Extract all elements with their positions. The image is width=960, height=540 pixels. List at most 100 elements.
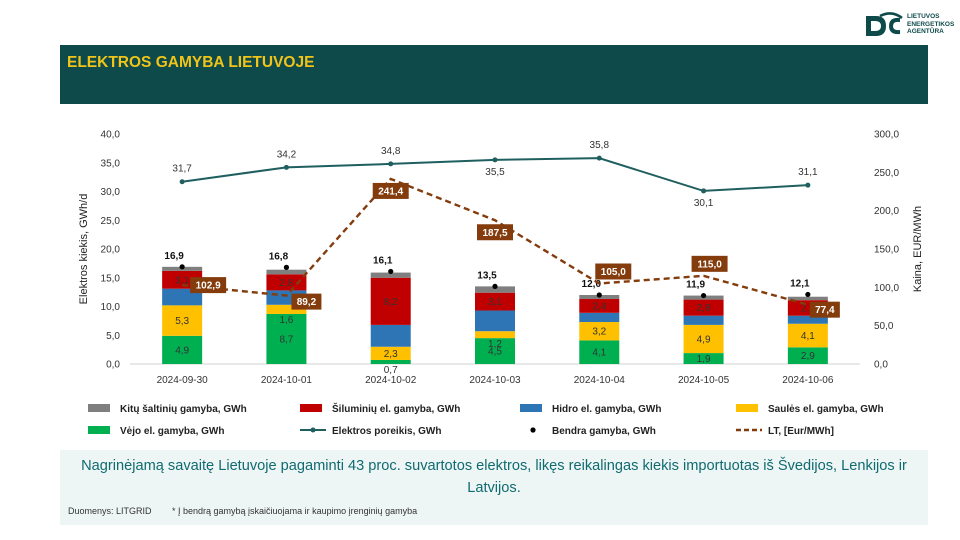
legend-label-price: LT, [Eur/MWh] bbox=[768, 426, 834, 437]
price-label: 241,4 bbox=[378, 186, 403, 197]
x-tick-label: 2024-10-03 bbox=[469, 375, 521, 386]
bar-label-wind: 0,7 bbox=[384, 365, 398, 376]
y2-tick-label: 50,0 bbox=[874, 321, 894, 332]
legend-label-demand: Elektros poreikis, GWh bbox=[332, 426, 441, 437]
bar-other bbox=[475, 286, 515, 293]
price-label: 89,2 bbox=[297, 297, 317, 308]
legend-swatch-solar bbox=[736, 404, 758, 412]
bar-label-thermal: 2,8 bbox=[697, 303, 711, 314]
demand-label: 34,8 bbox=[381, 146, 401, 157]
y2-tick-label: 0,0 bbox=[874, 360, 888, 371]
total-label: 16,8 bbox=[269, 251, 289, 262]
bar-label-thermal: 8,2 bbox=[384, 297, 398, 308]
price-label: 105,0 bbox=[601, 267, 626, 278]
demand-marker bbox=[805, 182, 811, 188]
bar-wind bbox=[579, 340, 620, 364]
bar-wind bbox=[475, 338, 515, 364]
bar-label-wind: 4,1 bbox=[592, 348, 606, 359]
bar-other bbox=[370, 272, 411, 278]
price-label-box bbox=[291, 293, 322, 310]
title-bar bbox=[60, 45, 928, 104]
legend-swatch-thermal bbox=[300, 404, 322, 412]
bar-label-solar: 4,9 bbox=[697, 334, 711, 345]
total-label: 16,1 bbox=[373, 255, 393, 266]
bar-solar bbox=[683, 324, 724, 354]
price-label: 102,9 bbox=[196, 281, 221, 292]
bar-thermal bbox=[579, 299, 620, 313]
bar-thermal bbox=[683, 299, 724, 316]
total-marker bbox=[388, 268, 394, 275]
total-marker bbox=[179, 264, 185, 270]
bar-label-solar: 4,1 bbox=[801, 331, 815, 342]
legend-label-wind: Vėjo el. gamyba, GWh bbox=[120, 426, 224, 437]
demand-label: 34,2 bbox=[277, 149, 297, 160]
total-marker bbox=[700, 292, 707, 299]
total-marker bbox=[283, 264, 290, 270]
y2-tick-label: 150,0 bbox=[874, 245, 899, 256]
footnote: * Į bendrą gamybą įskaičiuojama ir kaupi… bbox=[172, 506, 418, 516]
bar-hydro bbox=[370, 324, 411, 347]
bar-label-wind: 4,5 bbox=[488, 347, 502, 358]
y2-axis-title: Kaina, EUR/MWh bbox=[912, 206, 924, 292]
bar-label-wind: 1,9 bbox=[697, 354, 711, 365]
y2-tick-label: 200,0 bbox=[874, 206, 899, 217]
demand-label: 31,7 bbox=[172, 164, 192, 175]
x-tick-label: 2024-10-05 bbox=[678, 375, 730, 386]
price-label-box bbox=[595, 263, 632, 280]
price-line bbox=[182, 177, 809, 306]
price-label-box bbox=[477, 224, 513, 241]
legend-swatch-other bbox=[88, 404, 110, 412]
bar-solar bbox=[787, 323, 828, 348]
total-marker bbox=[805, 291, 811, 298]
bar-label-thermal: 2,4 bbox=[592, 301, 606, 312]
bar-hydro bbox=[475, 310, 515, 332]
bar-label-solar: 2,3 bbox=[384, 349, 398, 360]
demand-label: 35,8 bbox=[590, 140, 610, 151]
bar-solar bbox=[162, 305, 203, 336]
y-tick-label: 15,0 bbox=[101, 273, 121, 284]
y-tick-label: 5,0 bbox=[106, 331, 120, 342]
demand-label: 35,5 bbox=[485, 167, 505, 178]
bar-solar bbox=[579, 322, 620, 341]
legend-swatch-total bbox=[530, 427, 536, 433]
y-tick-label: 20,0 bbox=[101, 245, 121, 256]
bar-wind bbox=[787, 347, 828, 364]
bar-label-thermal: 3,1 bbox=[488, 297, 502, 308]
x-tick-label: 2024-10-04 bbox=[574, 375, 626, 386]
legend-swatch-wind bbox=[88, 426, 110, 434]
price-label-box bbox=[372, 182, 409, 199]
legend-label-total: Bendra gamyba, GWh bbox=[552, 426, 656, 437]
price-label-box bbox=[190, 277, 227, 294]
bar-label-solar: 5,3 bbox=[175, 316, 189, 327]
page-title: ELEKTROS GAMYBA LIETUVOJE bbox=[67, 54, 315, 71]
total-marker bbox=[596, 292, 602, 298]
chart-area: 0,0 5,0 10,0 15,0 20,0 25,0 30,0 35,0 40,0 0,0 50,… bbox=[60, 104, 928, 450]
total-label: 16,9 bbox=[164, 251, 184, 262]
x-tick-label: 2024-09-30 bbox=[157, 375, 209, 386]
demand-marker bbox=[596, 155, 602, 161]
bar-thermal bbox=[370, 277, 411, 325]
demand-label: 31,1 bbox=[798, 167, 818, 178]
y2-tick-label: 250,0 bbox=[874, 168, 899, 179]
legend-label-solar: Saulės el. gamyba, GWh bbox=[768, 404, 884, 415]
demand-marker bbox=[388, 161, 394, 167]
logo bbox=[862, 12, 952, 42]
demand-marker bbox=[283, 164, 289, 170]
bar-wind bbox=[370, 359, 411, 364]
logo-line-1: LIETUVOS bbox=[907, 13, 940, 20]
y-tick-label: 25,0 bbox=[101, 216, 121, 227]
bar-wind bbox=[683, 353, 724, 364]
y-tick-label: 30,0 bbox=[101, 187, 121, 198]
bar-solar bbox=[475, 331, 515, 339]
bar-label-thermal: 3,1 bbox=[175, 275, 189, 286]
demand-marker bbox=[492, 157, 498, 163]
total-marker bbox=[492, 283, 498, 289]
bar-label-solar: 1,2 bbox=[488, 339, 502, 350]
x-tick-label: 2024-10-02 bbox=[365, 375, 417, 386]
total-label: 12,0 bbox=[582, 279, 602, 290]
y-tick-label: 0,0 bbox=[106, 360, 120, 371]
bar-solar bbox=[266, 304, 307, 314]
bar-hydro bbox=[579, 312, 620, 323]
bar-wind bbox=[266, 313, 307, 364]
bar-label-solar: 3,2 bbox=[592, 327, 606, 338]
